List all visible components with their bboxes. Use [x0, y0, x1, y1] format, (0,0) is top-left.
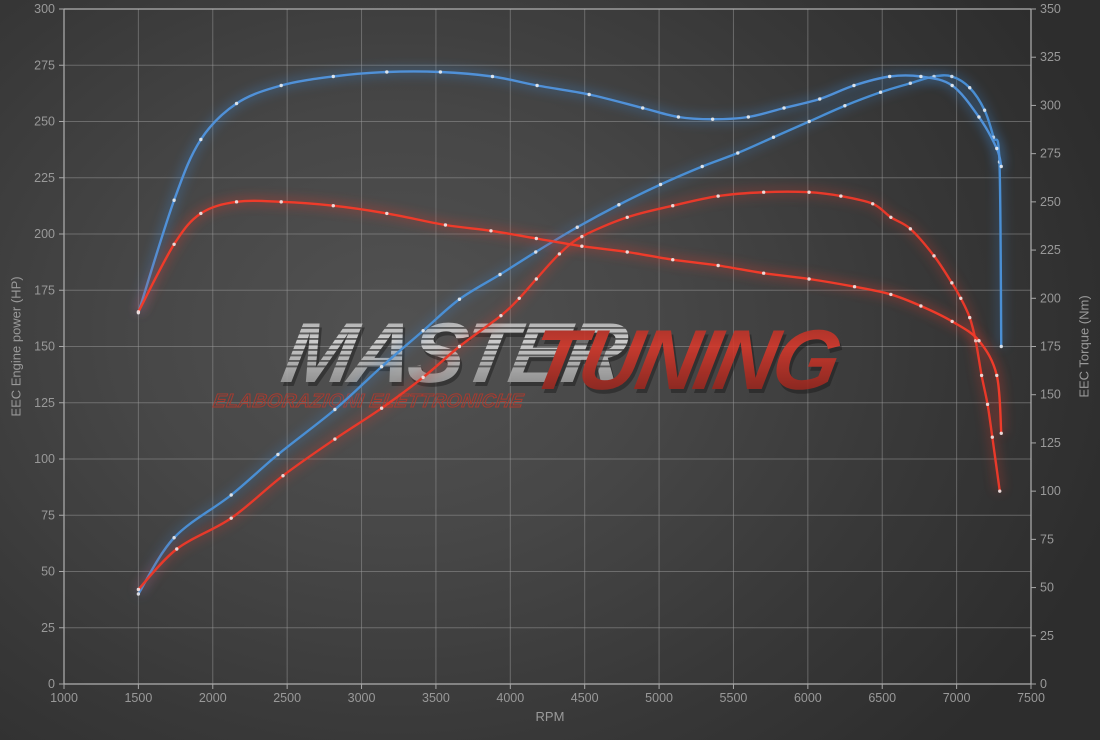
svg-text:125: 125 — [1040, 436, 1061, 450]
svg-text:100: 100 — [34, 452, 55, 466]
svg-text:275: 275 — [34, 58, 55, 72]
svg-text:75: 75 — [41, 508, 55, 522]
svg-text:6500: 6500 — [868, 691, 896, 705]
svg-text:25: 25 — [1040, 629, 1054, 643]
svg-text:4500: 4500 — [571, 691, 599, 705]
svg-text:1500: 1500 — [124, 691, 152, 705]
svg-text:5500: 5500 — [720, 691, 748, 705]
svg-text:3000: 3000 — [348, 691, 376, 705]
svg-text:150: 150 — [34, 340, 55, 354]
svg-text:200: 200 — [34, 227, 55, 241]
svg-text:2000: 2000 — [199, 691, 227, 705]
svg-text:0: 0 — [48, 677, 55, 691]
svg-text:175: 175 — [34, 283, 55, 297]
svg-text:50: 50 — [41, 565, 55, 579]
svg-text:125: 125 — [34, 396, 55, 410]
svg-text:50: 50 — [1040, 581, 1054, 595]
svg-text:75: 75 — [1040, 532, 1054, 546]
svg-text:3500: 3500 — [422, 691, 450, 705]
svg-text:7000: 7000 — [943, 691, 971, 705]
svg-text:5000: 5000 — [645, 691, 673, 705]
svg-text:275: 275 — [1040, 147, 1061, 161]
svg-text:250: 250 — [34, 115, 55, 129]
svg-text:225: 225 — [34, 171, 55, 185]
svg-text:0: 0 — [1040, 677, 1047, 691]
svg-text:225: 225 — [1040, 243, 1061, 257]
svg-text:25: 25 — [41, 621, 55, 635]
svg-text:250: 250 — [1040, 195, 1061, 209]
svg-text:300: 300 — [1040, 98, 1061, 112]
svg-text:2500: 2500 — [273, 691, 301, 705]
svg-text:4000: 4000 — [496, 691, 524, 705]
svg-text:300: 300 — [34, 2, 55, 16]
svg-text:7500: 7500 — [1017, 691, 1045, 705]
svg-text:175: 175 — [1040, 340, 1061, 354]
svg-text:350: 350 — [1040, 2, 1061, 16]
svg-text:150: 150 — [1040, 388, 1061, 402]
svg-text:6000: 6000 — [794, 691, 822, 705]
svg-text:ELABORAZIONI ELETTRONICHE: ELABORAZIONI ELETTRONICHE — [212, 391, 526, 412]
svg-text:200: 200 — [1040, 291, 1061, 305]
svg-text:325: 325 — [1040, 50, 1061, 64]
svg-text:1000: 1000 — [50, 691, 78, 705]
svg-text:100: 100 — [1040, 484, 1061, 498]
